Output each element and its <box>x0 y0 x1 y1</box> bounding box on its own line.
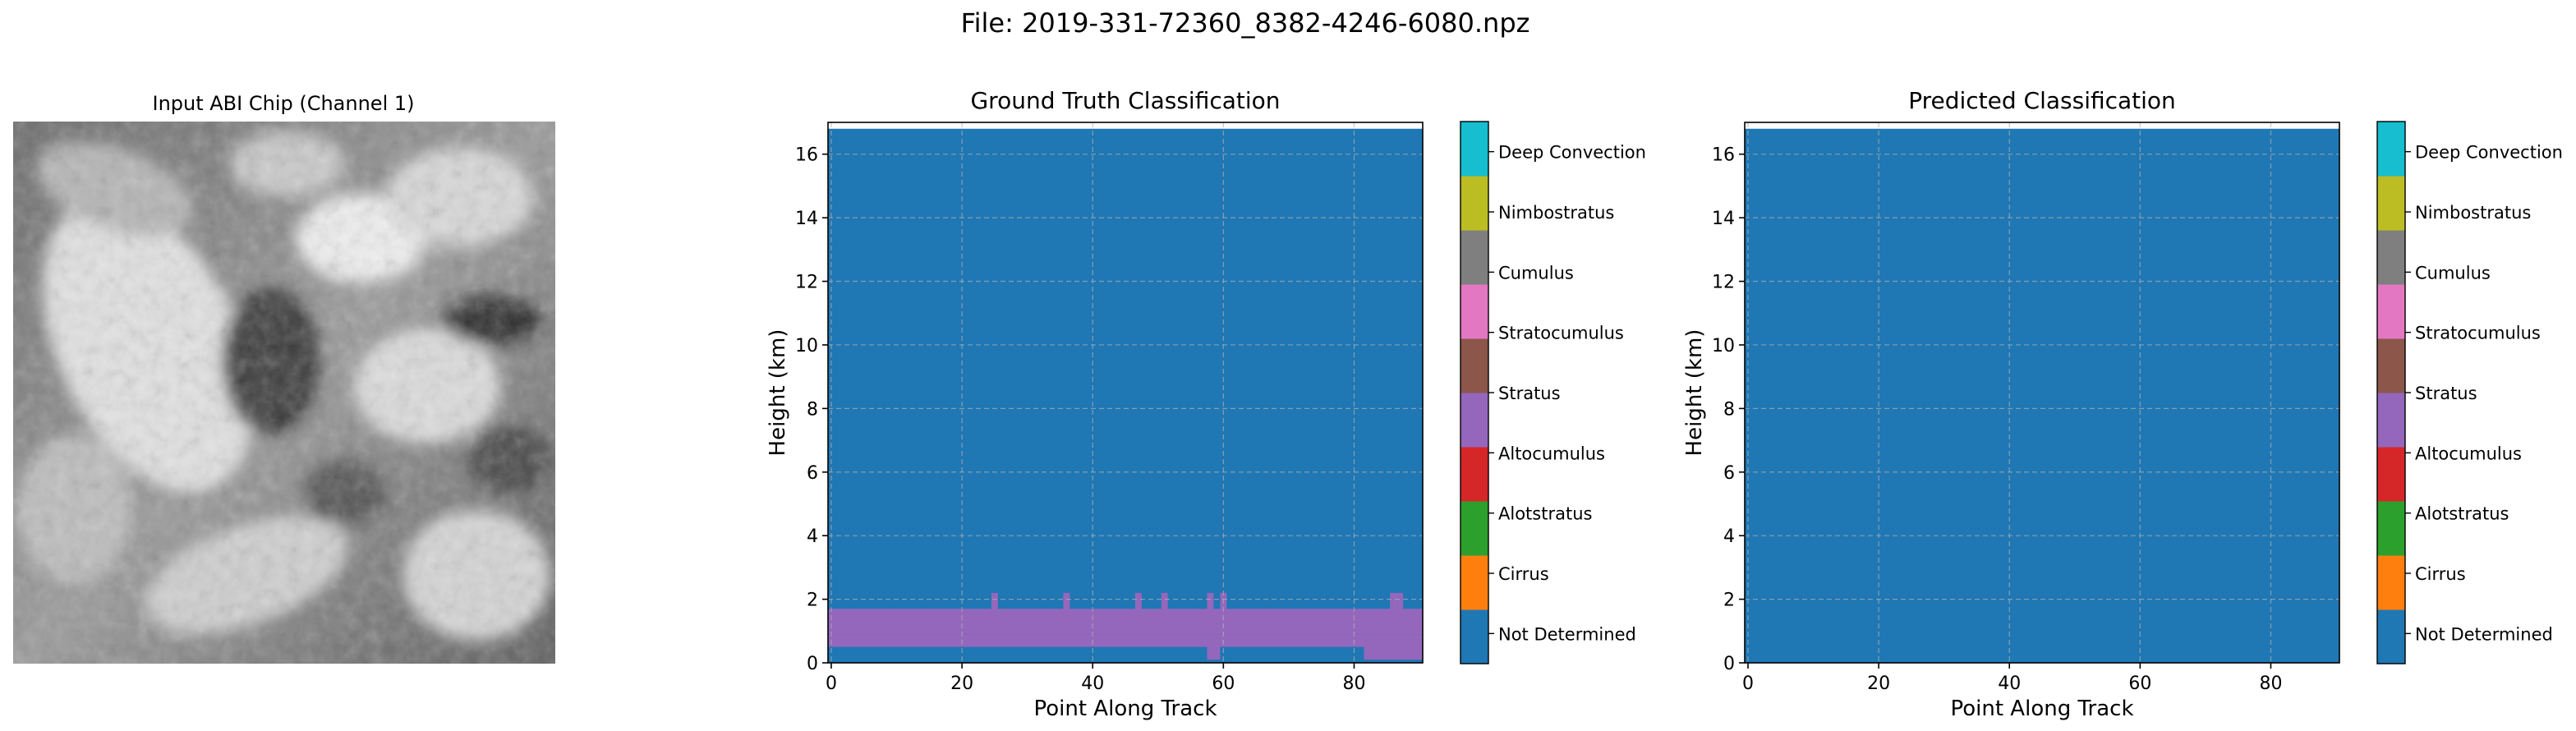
colorbar-segment <box>2377 501 2405 556</box>
x-tick-label: 40 <box>1998 674 2021 694</box>
colorbar-segment <box>1460 230 1488 285</box>
heatmap-bump-cell <box>1161 592 1168 610</box>
chart-title: Predicted Classification <box>1908 87 2176 114</box>
plot-frame <box>1744 122 2340 664</box>
colorbar-label: Cirrus <box>2415 564 2466 584</box>
heatmap-layer-cell <box>1364 634 1423 660</box>
figure-suptitle: File: 2019-331-72360_8382-4246-6080.npz <box>961 7 1530 39</box>
colorbar-segment <box>2377 284 2405 339</box>
colorbar-segment <box>2377 393 2405 448</box>
heatmap-bump-cell <box>1063 592 1070 610</box>
y-tick-label: 2 <box>807 591 818 611</box>
heatmap-bump-cell <box>1207 592 1214 610</box>
heatmap-bump-cell <box>1396 592 1404 610</box>
y-tick-label: 4 <box>1723 526 1735 547</box>
y-tick-label: 2 <box>1723 591 1735 611</box>
x-tick-label: 20 <box>1867 674 1890 694</box>
x-tick-label: 80 <box>1342 674 1365 694</box>
y-tick-label: 16 <box>1712 145 1735 166</box>
x-axis-label: Point Along Track <box>1033 697 1217 721</box>
colorbar-label: Nimbostratus <box>2415 203 2531 223</box>
colorbar-segment <box>1460 609 1488 664</box>
plot-frame <box>827 122 1424 664</box>
x-tick-label: 80 <box>2259 674 2282 694</box>
colorbar-label: Altocumulus <box>2415 444 2522 463</box>
predicted-panel: Predicted Classification Point Along Tra… <box>1682 87 2563 721</box>
colorbar-segment <box>1460 176 1488 231</box>
x-axis-label: Point Along Track <box>1950 697 2133 721</box>
y-tick-label: 14 <box>1712 209 1735 229</box>
x-tick-label: 60 <box>2128 674 2151 694</box>
colorbar-label: Not Determined <box>1498 624 1636 644</box>
colorbar-segment <box>2377 555 2405 610</box>
x-tick-label: 60 <box>1212 674 1235 694</box>
heatmap-layer-cell <box>828 609 1423 635</box>
y-axis-label: Height (km) <box>766 329 790 457</box>
colorbar-segment <box>2377 230 2405 285</box>
y-tick-label: 12 <box>1712 273 1735 293</box>
y-tick-label: 10 <box>1712 336 1735 356</box>
colorbar-segment <box>1460 501 1488 556</box>
colorbar-segment <box>1460 338 1488 393</box>
y-tick-label: 4 <box>807 526 818 547</box>
chart-title: Ground Truth Classification <box>970 87 1280 114</box>
colorbar-segment <box>2377 338 2405 393</box>
y-axis-label: Height (km) <box>1682 329 1707 457</box>
colorbar-label: Deep Convection <box>2415 143 2563 163</box>
colorbar-label: Stratus <box>2415 384 2477 403</box>
colorbar-label: Altocumulus <box>1498 444 1605 463</box>
y-tick-label: 0 <box>1723 654 1735 674</box>
x-tick-label: 0 <box>826 674 837 694</box>
y-tick-label: 6 <box>1723 463 1735 484</box>
input-panel: Input ABI Chip (Channel 1) <box>13 92 555 664</box>
heatmap-layer-cell <box>1207 634 1221 660</box>
x-tick-label: 0 <box>1742 674 1754 694</box>
grayscale-satellite-chip-icon <box>13 122 555 664</box>
heatmap-bump-cell <box>991 592 998 610</box>
colorbar-segment <box>1460 284 1488 339</box>
colorbar-label: Alotstratus <box>2415 504 2509 524</box>
colorbar-segment <box>1460 122 1488 177</box>
colorbar-label: Cumulus <box>2415 263 2491 283</box>
colorbar-segment <box>1460 447 1488 502</box>
y-tick-label: 6 <box>807 463 818 484</box>
y-tick-label: 8 <box>1723 399 1735 420</box>
colorbar-segment <box>1460 393 1488 448</box>
colorbar-segment <box>2377 447 2405 502</box>
y-tick-label: 14 <box>795 209 818 229</box>
heatmap-layer-cell <box>828 634 1208 647</box>
colorbar-segment <box>1460 555 1488 610</box>
y-tick-label: 12 <box>795 273 818 293</box>
colorbar-label: Cirrus <box>1498 564 1549 584</box>
x-tick-label: 40 <box>1081 674 1104 694</box>
colorbar-label: Deep Convection <box>1498 143 1646 163</box>
x-tick-label: 20 <box>950 674 973 694</box>
colorbar-label: Stratocumulus <box>1498 324 1624 343</box>
colorbar-label: Nimbostratus <box>1498 203 1614 223</box>
ground-truth-panel: Ground Truth Classification Point Along … <box>766 87 1646 721</box>
input-panel-title: Input ABI Chip (Channel 1) <box>152 92 414 115</box>
colorbar-label: Not Determined <box>2415 624 2553 644</box>
heatmap-background-cells <box>1745 128 2339 663</box>
heatmap-bump-cell <box>1390 592 1397 610</box>
heatmap-bump-cell <box>1134 592 1142 610</box>
colorbar-segment <box>2377 609 2405 664</box>
colorbar-label: Alotstratus <box>1498 504 1592 524</box>
y-tick-label: 8 <box>807 399 818 420</box>
colorbar-label: Stratocumulus <box>2415 324 2541 343</box>
y-tick-label: 0 <box>807 654 818 674</box>
y-tick-label: 10 <box>795 336 818 356</box>
colorbar-label: Cumulus <box>1498 263 1574 283</box>
colorbar-segment <box>2377 176 2405 231</box>
heatmap-layer-cell <box>1220 634 1364 647</box>
colorbar-label: Stratus <box>1498 384 1561 403</box>
colorbar-segment <box>2377 122 2405 177</box>
heatmap-background-cells <box>828 128 1423 663</box>
y-tick-label: 16 <box>795 145 818 166</box>
